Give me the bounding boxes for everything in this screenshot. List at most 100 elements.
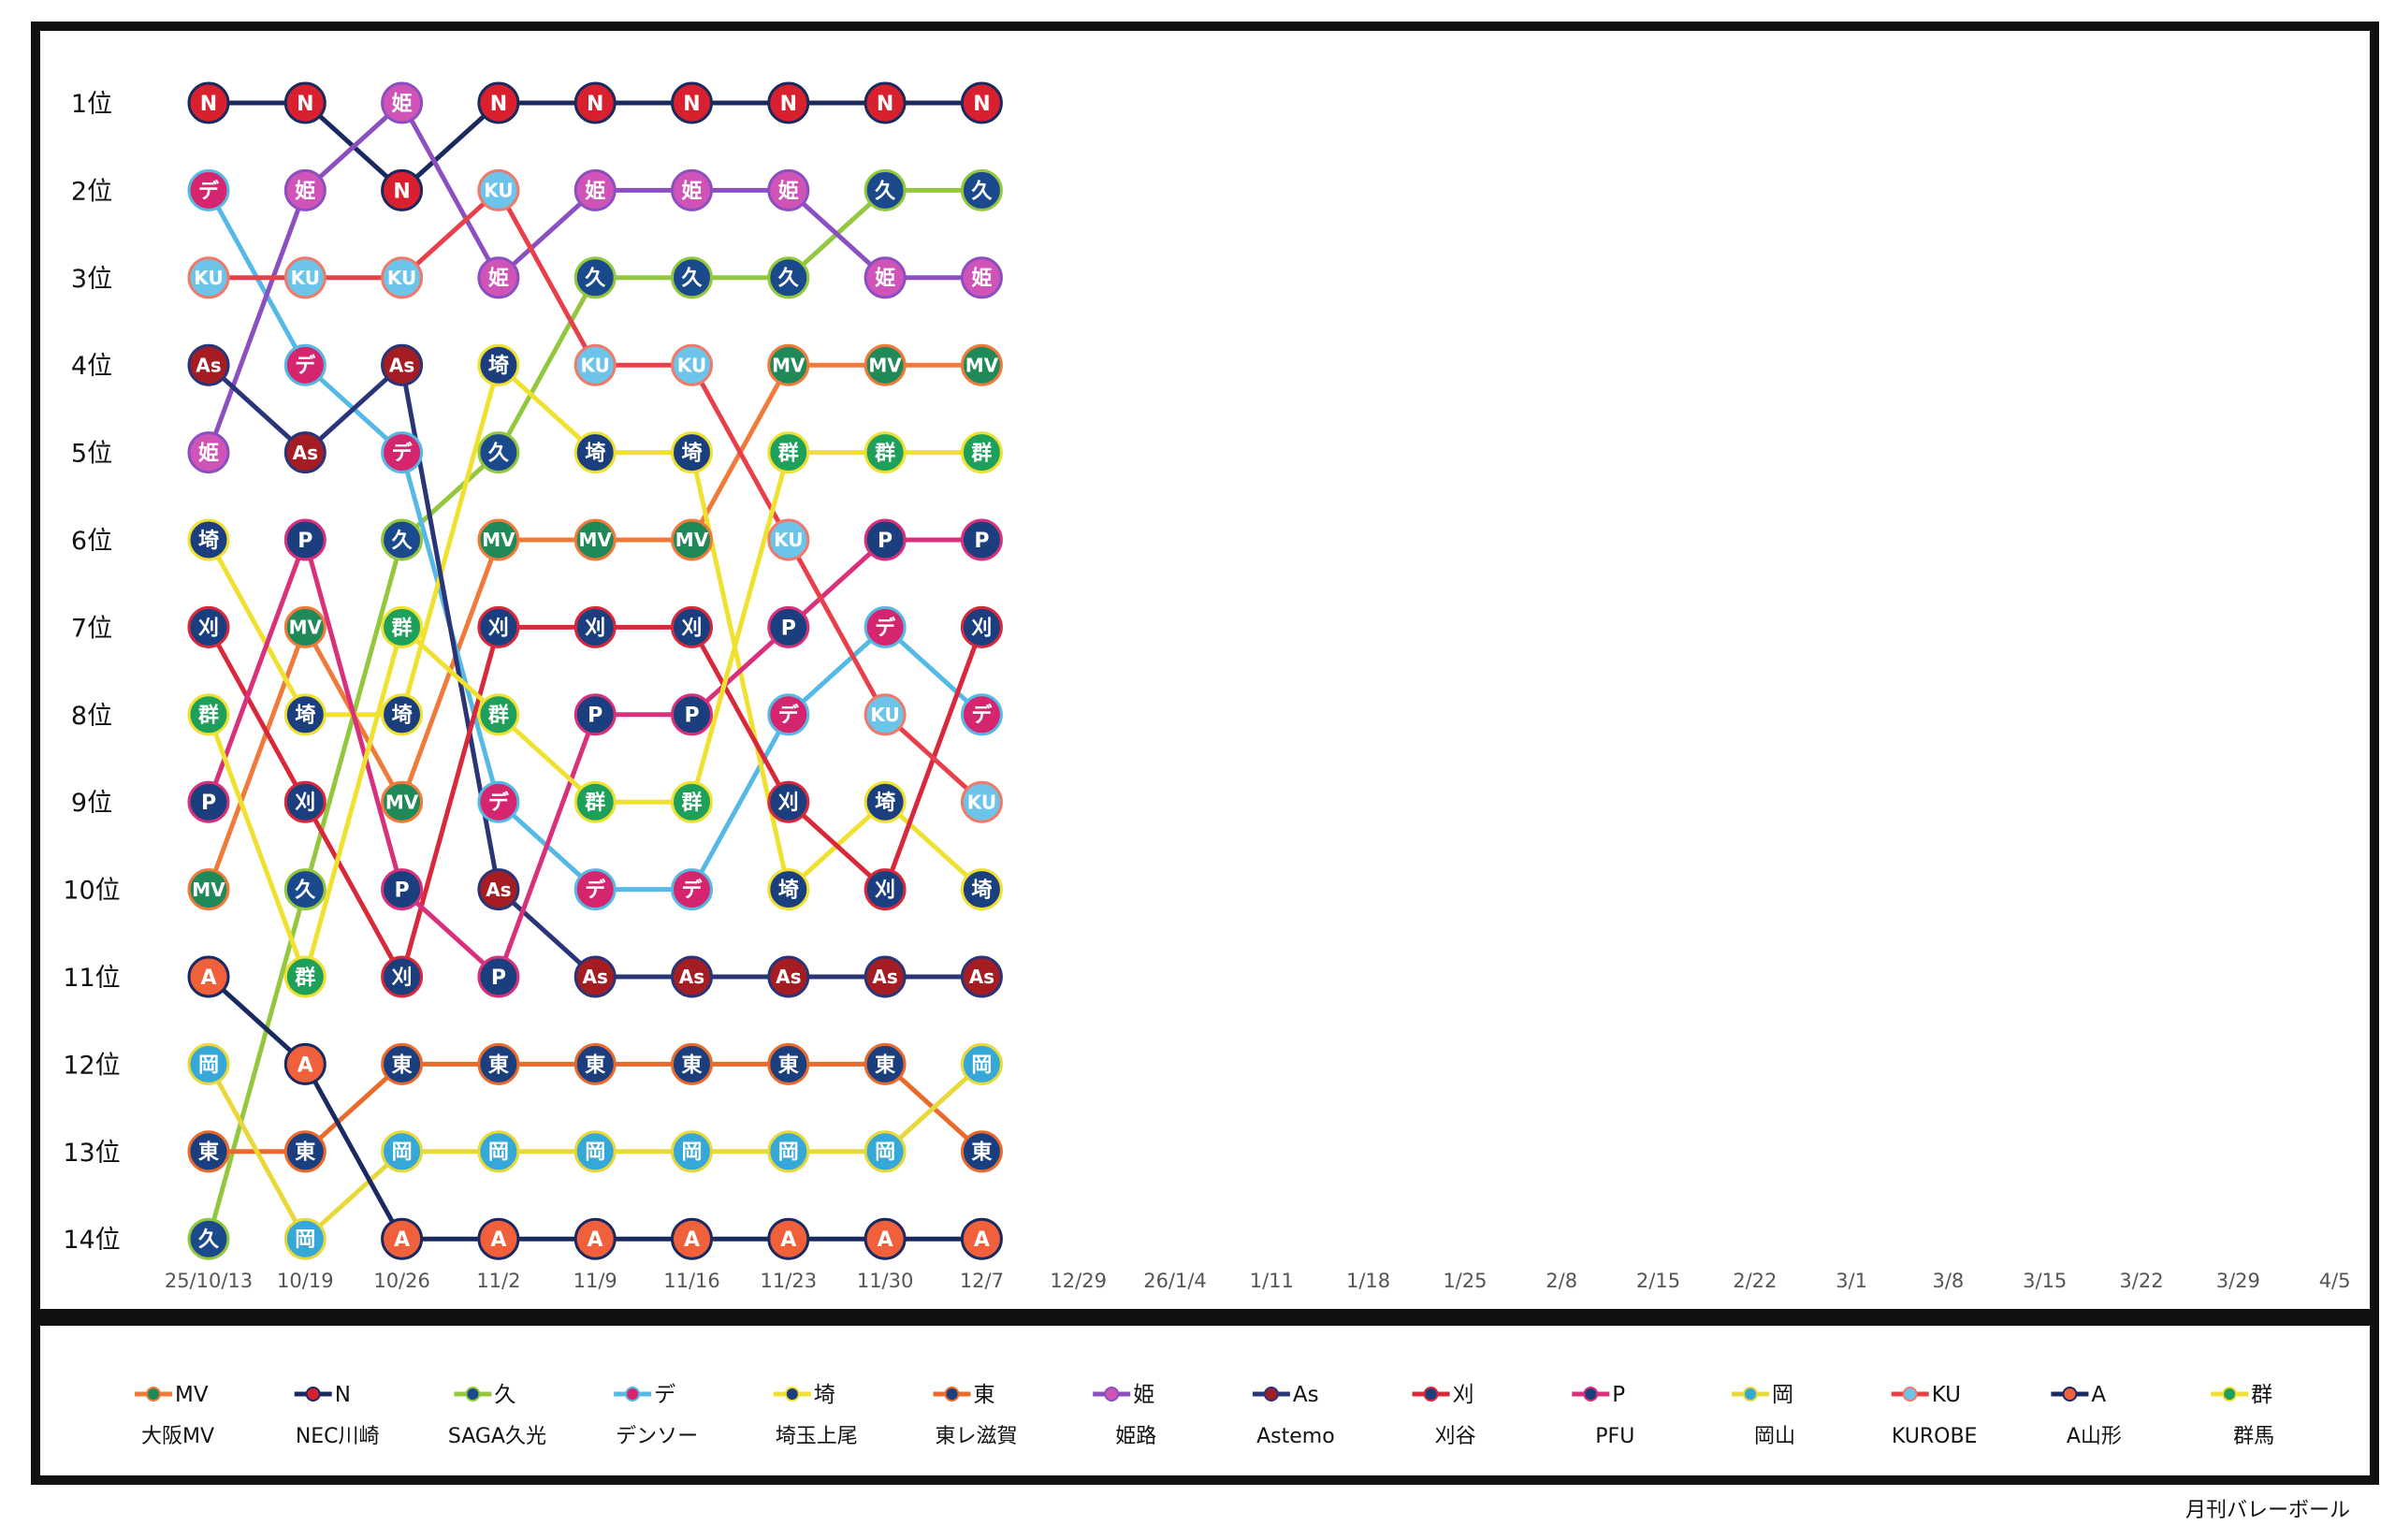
data-point: 久: [283, 868, 327, 911]
data-point: A: [381, 1217, 424, 1260]
data-point-label: 刈: [778, 792, 799, 815]
rank-label: 8位: [71, 702, 112, 731]
legend-swatch-dot: [625, 1387, 641, 1402]
legend-item: A A山形: [2051, 1383, 2122, 1448]
data-point-label: 姫: [875, 267, 895, 291]
data-point: 群: [283, 955, 327, 998]
data-point: 岡: [477, 1130, 520, 1173]
data-point: KU: [671, 343, 713, 386]
legend-series-name: 埼玉上尾: [776, 1425, 858, 1448]
data-point-marker: [187, 693, 230, 736]
x-tick-label: 10/26: [373, 1270, 430, 1292]
data-point-label: 姫: [392, 92, 413, 116]
data-point-label: P: [395, 879, 410, 903]
data-point-marker: [864, 518, 907, 561]
data-point: MV: [187, 868, 230, 911]
data-point: MV: [767, 343, 810, 386]
data-point-label: デ: [971, 704, 993, 728]
data-point: N: [381, 168, 424, 211]
data-point-marker: [283, 1042, 327, 1085]
data-point-label: 姫: [681, 179, 702, 203]
data-point-label: 東: [392, 1053, 413, 1077]
data-point: 姫: [864, 256, 907, 299]
data-point-marker: [187, 868, 230, 911]
legend-item: P PFU: [1572, 1383, 1634, 1448]
data-point: 岡: [283, 1217, 327, 1260]
data-point-label: 久: [875, 179, 895, 203]
data-point-label: 群: [198, 704, 219, 728]
rank-label: 2位: [71, 177, 112, 206]
data-point-label: P: [491, 966, 506, 990]
series-markers: MVMVMVMV MV MVMV MV MVN NNN N N N N N久久久久久久久久 久デデデデ…: [187, 81, 1003, 1260]
data-point-marker: [767, 81, 810, 124]
data-point-marker: [960, 431, 1003, 474]
data-point-label: 埼: [198, 530, 219, 553]
legend-series-name: 大阪MV: [141, 1425, 214, 1448]
legend-series-name: KUROBE: [1892, 1425, 1978, 1448]
data-point-label: KU: [677, 354, 706, 376]
data-point-marker: [477, 955, 520, 998]
data-point: 東: [283, 1130, 327, 1173]
data-point-marker: [671, 1042, 713, 1085]
data-point-label: KU: [387, 267, 416, 289]
data-point: MV: [864, 343, 907, 386]
legend-swatch-dot: [2062, 1387, 2078, 1402]
data-point-marker: [767, 256, 810, 299]
data-point-marker: [381, 780, 424, 823]
data-point: N: [283, 81, 327, 124]
data-point: 東: [477, 1042, 520, 1085]
legend-swatch-dot: [1104, 1387, 1120, 1402]
data-point-marker: [671, 431, 713, 474]
data-point: 久: [960, 168, 1003, 211]
x-tick-label: 11/2: [476, 1270, 520, 1292]
data-point-marker: [864, 168, 907, 211]
data-point-label: N: [973, 93, 990, 116]
data-point-marker: [960, 1042, 1003, 1085]
data-point-label: デ: [585, 879, 606, 903]
data-point: P: [187, 780, 230, 823]
x-tick-label: 1/11: [1250, 1270, 1294, 1292]
data-point-label: N: [683, 93, 700, 116]
data-point-label: 群: [295, 966, 315, 990]
data-point-label: 岡: [875, 1141, 895, 1165]
legend-swatch-dot: [465, 1387, 481, 1402]
data-point-marker: [283, 518, 327, 561]
data-point: デ: [573, 868, 617, 911]
data-point-marker: [671, 518, 713, 561]
data-point-label: 東: [778, 1053, 799, 1077]
data-point: 埼: [283, 693, 327, 736]
data-point: 久: [671, 256, 713, 299]
data-point-label: P: [298, 530, 312, 553]
data-point: As: [283, 431, 327, 474]
data-point-marker: [187, 1217, 230, 1260]
legend-series-name: 刈谷: [1435, 1425, 1476, 1448]
data-point-marker: [864, 605, 907, 648]
data-point-label: MV: [868, 354, 902, 376]
data-point-label: 刈: [198, 617, 219, 640]
data-point: 群: [477, 693, 520, 736]
data-point-label: 群: [585, 791, 605, 815]
data-point: As: [187, 343, 230, 386]
data-point-marker: [573, 1130, 617, 1173]
data-point-label: 岡: [585, 1141, 605, 1165]
data-point-marker: [477, 605, 520, 648]
data-point-label: A: [298, 1053, 313, 1077]
data-point-marker: [283, 1217, 327, 1260]
data-point-marker: [767, 518, 810, 561]
data-point: 刈: [960, 605, 1003, 648]
x-tick-label: 12/7: [960, 1270, 1004, 1292]
legend-item: KU KUROBE: [1891, 1383, 1978, 1448]
data-point: 姫: [767, 168, 810, 211]
data-point-marker: [477, 81, 520, 124]
data-point: デ: [960, 693, 1003, 736]
legend-marker-label: P: [1612, 1383, 1625, 1407]
data-point-label: As: [583, 966, 608, 988]
data-point-marker: [767, 955, 810, 998]
data-point-label: As: [196, 354, 221, 376]
data-point: デ: [283, 343, 327, 386]
data-point-label: KU: [484, 180, 513, 202]
data-point-marker: [381, 955, 424, 998]
data-point: デ: [381, 431, 424, 474]
legend-series-name: デンソー: [616, 1425, 698, 1448]
data-point-marker: [767, 868, 810, 911]
